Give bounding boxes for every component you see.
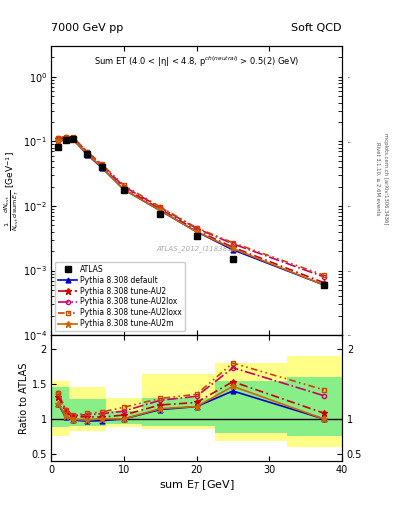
Pythia 8.308 tune-AU2m: [71, 136, 75, 142]
Pythia 8.308 tune-AU2: [158, 206, 163, 212]
Pythia 8.308 tune-AU2m: [63, 136, 68, 142]
Line: Pythia 8.308 tune-AU2loxx: Pythia 8.308 tune-AU2loxx: [56, 135, 326, 277]
Pythia 8.308 default: [321, 282, 326, 288]
Pythia 8.308 tune-AU2loxx: [71, 134, 75, 140]
Pythia 8.308 tune-AU2: [194, 227, 199, 233]
Pythia 8.308 tune-AU2lox: [56, 135, 61, 141]
Line: Pythia 8.308 default: Pythia 8.308 default: [56, 137, 326, 287]
Pythia 8.308 default: [100, 165, 105, 171]
Pythia 8.308 default: [158, 207, 163, 214]
Pythia 8.308 default: [63, 136, 68, 142]
Pythia 8.308 tune-AU2m: [100, 164, 105, 170]
Text: ATLAS_2012_I1183818: ATLAS_2012_I1183818: [156, 245, 237, 252]
Line: Pythia 8.308 tune-AU2m: Pythia 8.308 tune-AU2m: [55, 136, 327, 288]
Pythia 8.308 tune-AU2m: [321, 282, 326, 288]
Pythia 8.308 tune-AU2lox: [71, 135, 75, 141]
ATLAS: [194, 233, 199, 239]
Pythia 8.308 tune-AU2: [71, 135, 75, 141]
Pythia 8.308 tune-AU2loxx: [194, 225, 199, 231]
ATLAS: [158, 211, 163, 217]
Line: ATLAS: ATLAS: [55, 136, 327, 288]
Pythia 8.308 tune-AU2lox: [321, 274, 326, 280]
Pythia 8.308 tune-AU2m: [158, 207, 163, 214]
Legend: ATLAS, Pythia 8.308 default, Pythia 8.308 tune-AU2, Pythia 8.308 tune-AU2lox, Py: ATLAS, Pythia 8.308 default, Pythia 8.30…: [55, 262, 185, 331]
Pythia 8.308 tune-AU2m: [56, 138, 61, 144]
Pythia 8.308 default: [121, 186, 126, 193]
Pythia 8.308 tune-AU2loxx: [231, 240, 235, 246]
Pythia 8.308 tune-AU2lox: [63, 134, 68, 140]
Pythia 8.308 default: [71, 136, 75, 142]
Pythia 8.308 tune-AU2lox: [121, 183, 126, 189]
Pythia 8.308 tune-AU2: [56, 136, 61, 142]
Pythia 8.308 tune-AU2loxx: [85, 149, 90, 155]
Pythia 8.308 default: [231, 247, 235, 253]
Pythia 8.308 default: [85, 152, 90, 158]
Pythia 8.308 tune-AU2loxx: [63, 134, 68, 140]
Line: Pythia 8.308 tune-AU2: Pythia 8.308 tune-AU2: [55, 135, 327, 286]
ATLAS: [121, 186, 126, 193]
Pythia 8.308 tune-AU2: [63, 135, 68, 141]
Pythia 8.308 tune-AU2lox: [231, 241, 235, 247]
Pythia 8.308 tune-AU2: [100, 163, 105, 169]
Pythia 8.308 tune-AU2lox: [158, 204, 163, 210]
Pythia 8.308 tune-AU2m: [194, 229, 199, 235]
Pythia 8.308 tune-AU2loxx: [158, 204, 163, 210]
Pythia 8.308 tune-AU2loxx: [121, 182, 126, 188]
ATLAS: [100, 164, 105, 170]
Pythia 8.308 tune-AU2loxx: [56, 135, 61, 141]
X-axis label: sum E$_T$ [GeV]: sum E$_T$ [GeV]: [159, 478, 234, 492]
Pythia 8.308 tune-AU2lox: [100, 162, 105, 168]
Text: Rivet 3.1.10, ≥ 2.6M events: Rivet 3.1.10, ≥ 2.6M events: [376, 142, 380, 216]
Pythia 8.308 tune-AU2: [321, 280, 326, 286]
Pythia 8.308 tune-AU2m: [231, 245, 235, 251]
Pythia 8.308 default: [194, 229, 199, 235]
Pythia 8.308 tune-AU2m: [85, 152, 90, 158]
Y-axis label: $\frac{1}{N_{\mathrm{evt}}}\frac{dN_{\mathrm{evt}}}{d\,\mathrm{sum}\,E_T}$ [GeV$: $\frac{1}{N_{\mathrm{evt}}}\frac{dN_{\ma…: [3, 151, 21, 230]
Text: Soft QCD: Soft QCD: [292, 23, 342, 33]
Pythia 8.308 tune-AU2lox: [194, 225, 199, 231]
Y-axis label: Ratio to ATLAS: Ratio to ATLAS: [19, 362, 29, 434]
Pythia 8.308 tune-AU2loxx: [100, 161, 105, 167]
Text: Sum ET (4.0 < |η| < 4.8, p$^{ch(neutral)}$ > 0.5(2) GeV): Sum ET (4.0 < |η| < 4.8, p$^{ch(neutral)…: [94, 55, 299, 69]
Text: mcplots.cern.ch [arXiv:1306.3436]: mcplots.cern.ch [arXiv:1306.3436]: [383, 134, 387, 225]
Pythia 8.308 default: [56, 139, 61, 145]
ATLAS: [71, 136, 75, 142]
Text: 7000 GeV pp: 7000 GeV pp: [51, 23, 123, 33]
Pythia 8.308 tune-AU2: [85, 150, 90, 156]
ATLAS: [231, 256, 235, 262]
Pythia 8.308 tune-AU2lox: [85, 149, 90, 155]
Pythia 8.308 tune-AU2: [121, 185, 126, 191]
ATLAS: [56, 144, 61, 150]
ATLAS: [85, 151, 90, 157]
Line: Pythia 8.308 tune-AU2lox: Pythia 8.308 tune-AU2lox: [56, 135, 326, 279]
Pythia 8.308 tune-AU2: [231, 244, 235, 250]
ATLAS: [63, 137, 68, 143]
ATLAS: [321, 282, 326, 288]
Pythia 8.308 tune-AU2loxx: [321, 272, 326, 278]
Pythia 8.308 tune-AU2m: [121, 186, 126, 193]
